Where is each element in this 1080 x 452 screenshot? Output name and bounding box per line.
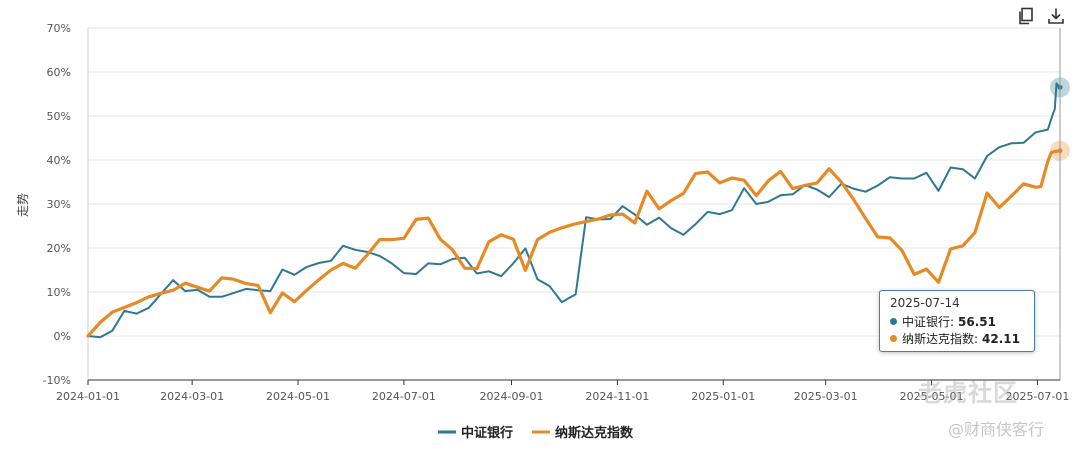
download-icon-glyph [1048,8,1064,24]
series-lines[interactable] [86,82,1062,339]
y-tick-label: 10% [47,286,71,299]
y-tick-label: 30% [47,198,71,211]
copy-icon-glyph [1019,7,1033,25]
axes [87,28,1060,385]
y-tick-labels: -10% 0% 10% 20% 30% 40% 50% 60% 70% [43,22,71,387]
x-tick-label: 2024-01-01 [56,390,120,403]
y-axis-label: 走势 [16,193,30,217]
x-tick-labels: 2024-01-01 2024-03-01 2024-05-01 2024-07-01… [56,390,1069,403]
y-tick-label: 70% [47,22,71,35]
series-1-dot [890,318,897,325]
tooltip-series-2-value: 42.11 [982,331,1021,346]
y-tick-label: 20% [47,242,71,255]
x-tick-label: 2025-07-01 [1005,390,1069,403]
x-tick-label: 2024-05-01 [266,390,330,403]
grid-lines [88,27,1060,381]
tooltip-row-series-2: 纳斯达克指数: 42.11 [890,330,1024,347]
tooltip-series-1-value: 56.51 [958,314,997,329]
tooltip-series-2-name: 纳斯达克指数: [902,332,979,346]
end-markers [1050,28,1070,380]
x-tick-label: 2024-11-01 [585,390,649,403]
tooltip-row-series-1: 中证银行: 56.51 [890,313,1024,330]
watermark-secondary: @财商侠客行 [948,420,1045,439]
download-icon[interactable] [1047,7,1065,25]
y-tick-label: 60% [47,66,71,79]
tooltip-date: 2025-07-14 [890,296,960,310]
legend-label-2[interactable]: 纳斯达克指数 [555,425,634,441]
legend[interactable]: 中证银行 纳斯达克指数 [438,425,634,441]
x-tick-label: 2025-05-01 [900,390,964,403]
series-line-2[interactable] [86,149,1062,338]
tooltip-series-1-name: 中证银行: [902,315,955,329]
x-tick-label: 2025-03-01 [794,390,858,403]
x-tick-label: 2024-09-01 [480,390,544,403]
y-tick-label: 50% [47,110,71,123]
x-tick-label: 2024-07-01 [372,390,436,403]
tooltip: 2025-07-14 中证银行: 56.51 纳斯达克指数: 42.11 [879,290,1035,352]
x-tick-label: 2025-01-01 [691,390,755,403]
y-tick-label: 40% [47,154,71,167]
copy-icon[interactable] [1017,7,1035,25]
y-tick-label: 0% [54,330,71,343]
series-2-dot [890,335,897,342]
watermark-primary: 老虎社区 [918,379,1018,407]
x-tick-label: 2024-03-01 [160,390,224,403]
y-tick-label: -10% [43,374,71,387]
legend-label-1[interactable]: 中证银行 [461,425,513,441]
